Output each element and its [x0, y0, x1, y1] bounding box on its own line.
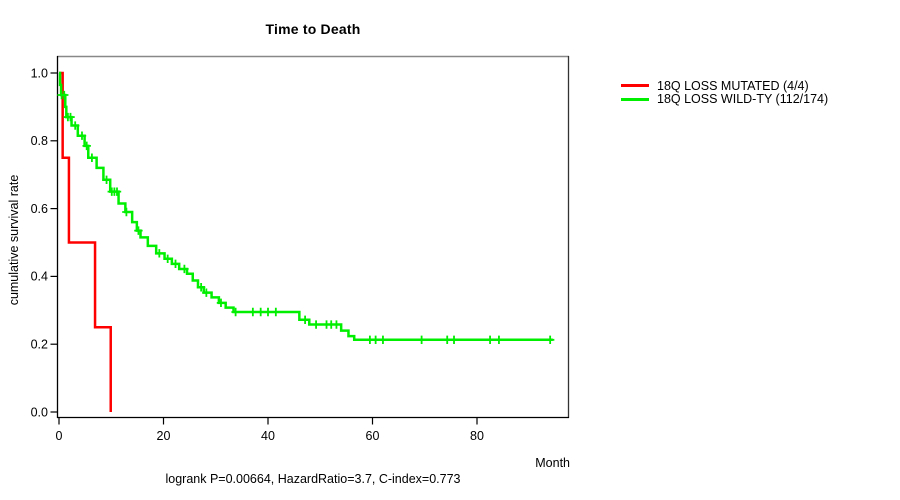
y-axis-title: cumulative survival rate [7, 174, 21, 306]
x-tick-label: 40 [261, 429, 275, 443]
survival-curve-0 [59, 71, 112, 412]
legend-item-wildtype: 18Q LOSS WILD-TY (112/174) [621, 92, 829, 107]
y-tick-label: 0.0 [31, 405, 48, 419]
legend-label-wildtype: 18Q LOSS WILD-TY (112/174) [657, 92, 829, 107]
x-axis-title: Month [535, 456, 570, 470]
survival-curve-1 [58, 71, 553, 342]
y-tick-label: 0.2 [31, 338, 48, 352]
y-tick-label: 1.0 [31, 66, 48, 80]
censor-marks-1 [57, 90, 555, 344]
chart-title: Time to Death [265, 21, 361, 37]
x-tick-label: 60 [366, 429, 380, 443]
x-tick-label: 80 [470, 429, 484, 443]
legend-line-wildtype-icon [621, 97, 649, 101]
legend: 18Q LOSS MUTATED (4/4) 18Q LOSS WILD-TY … [621, 79, 828, 106]
stats-caption: logrank P=0.00664, HazardRatio=3.7, C-in… [165, 472, 461, 486]
legend-label-mutated: 18Q LOSS MUTATED (4/4) [657, 78, 809, 93]
legend-item-mutated: 18Q LOSS MUTATED (4/4) [621, 79, 828, 93]
y-tick-label: 0.6 [31, 202, 48, 216]
x-tick-label: 0 [56, 429, 63, 443]
x-tick-label: 20 [157, 429, 171, 443]
y-tick-label: 0.8 [31, 134, 48, 148]
legend-line-mutated-icon [621, 84, 649, 88]
y-tick-label: 0.4 [31, 270, 48, 284]
